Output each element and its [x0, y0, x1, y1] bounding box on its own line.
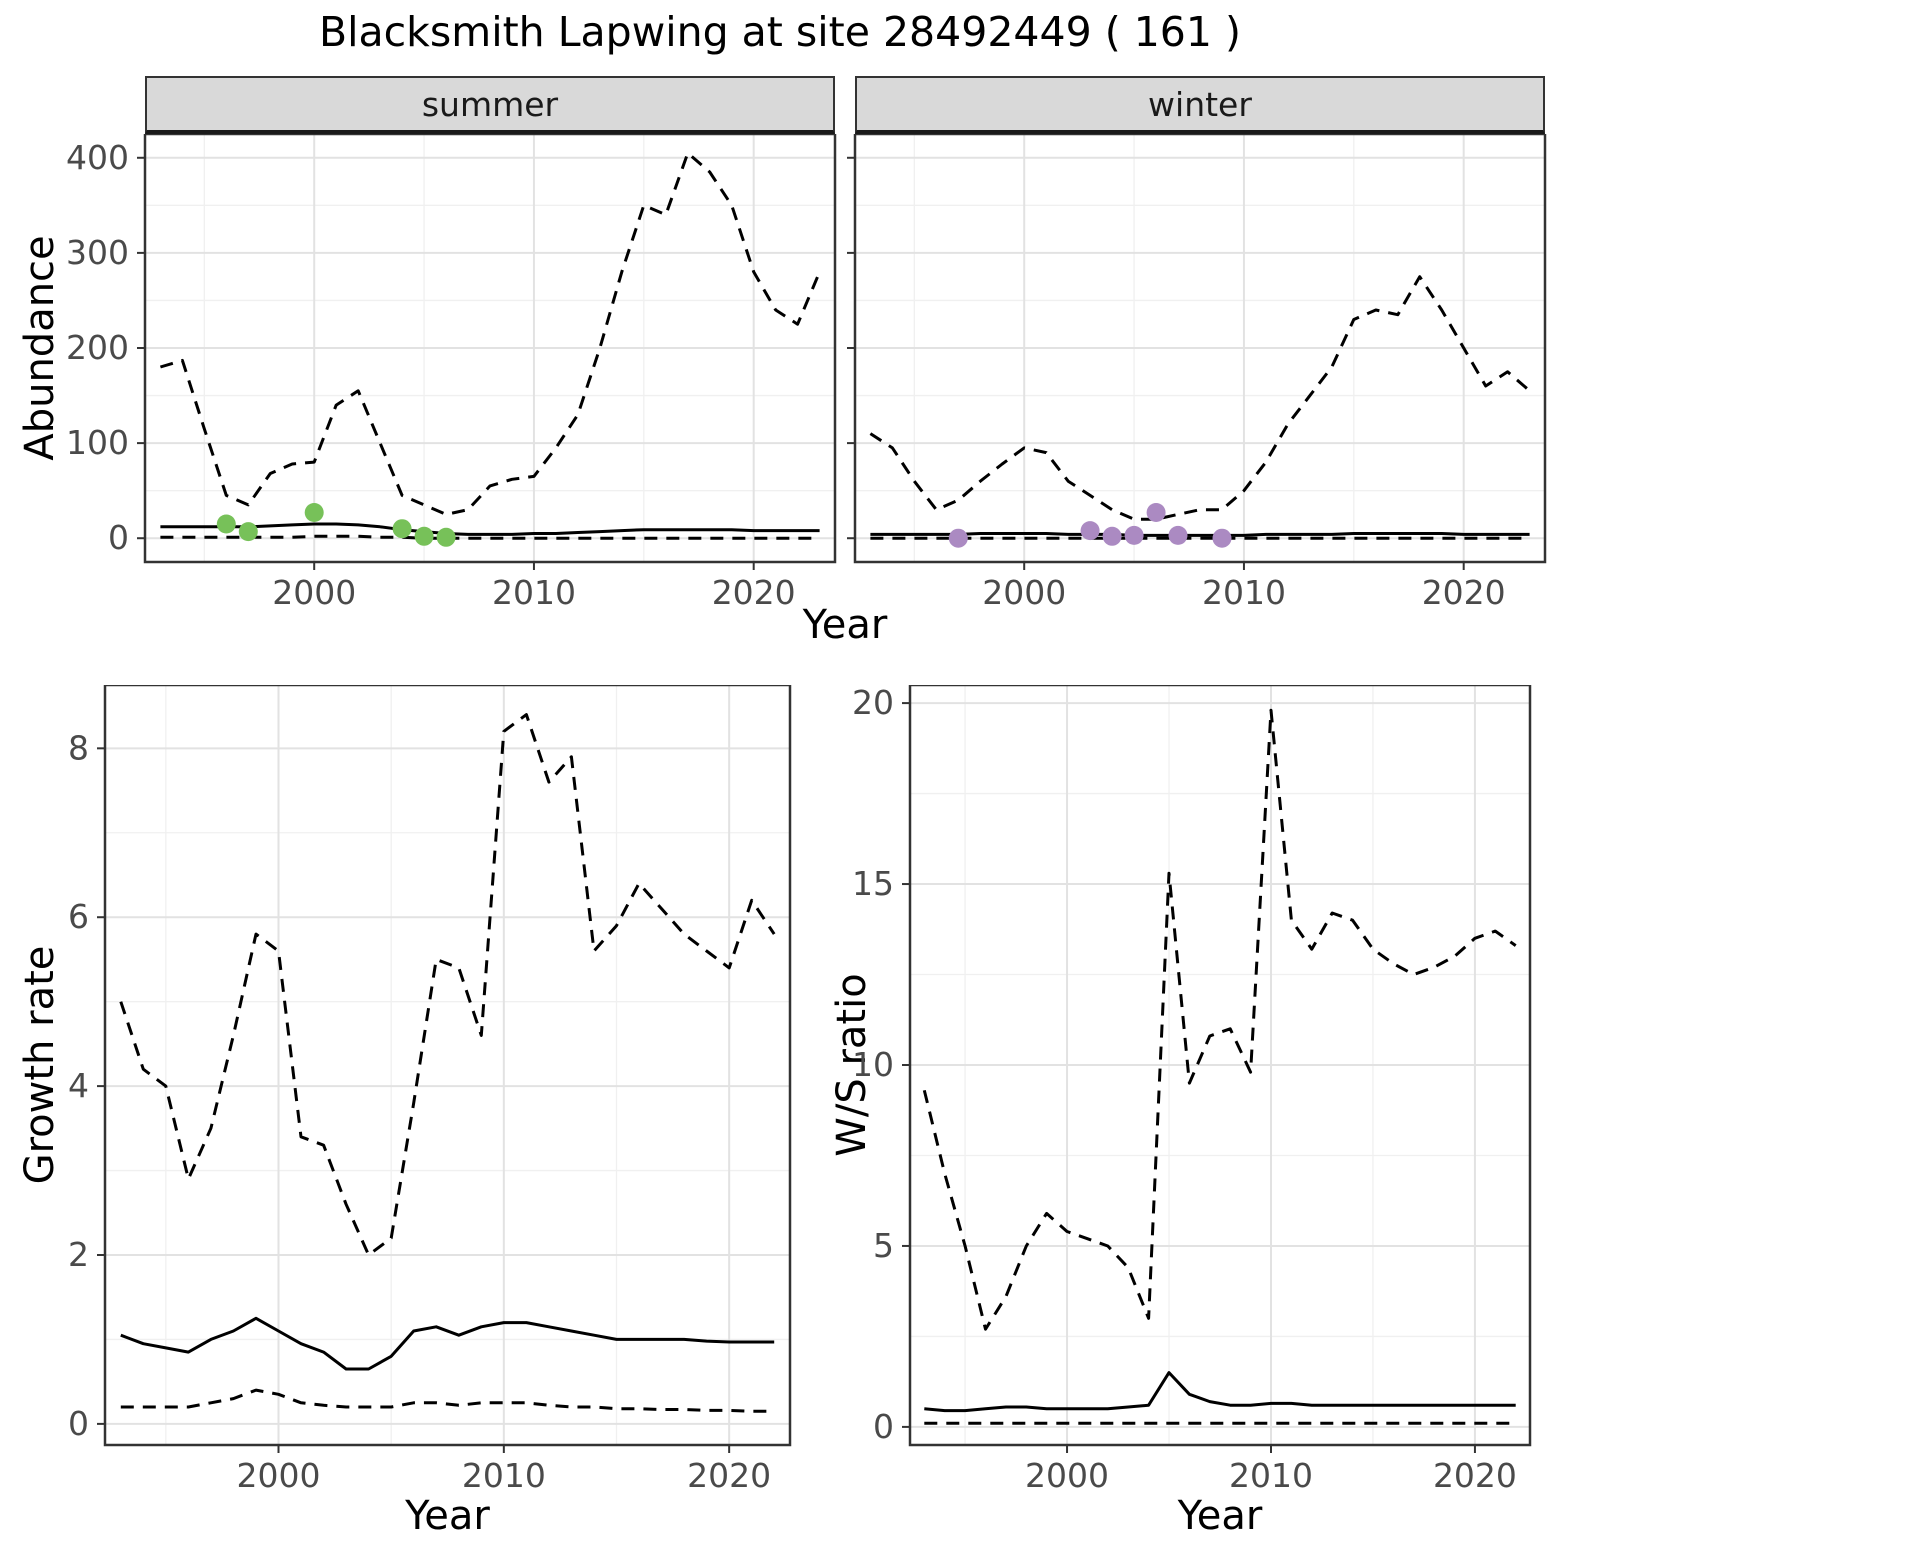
facet-strip-summer: summer [145, 76, 835, 134]
x-tick-label: 2020 [687, 1456, 771, 1495]
abundance-winter-upper-ci-line [869, 275, 1531, 521]
winter-observations [1124, 525, 1144, 545]
x-tick-label: 2010 [492, 573, 576, 612]
y-tick-label: 200 [66, 328, 129, 367]
summer-observations [238, 522, 258, 542]
y-tick-label: 6 [68, 897, 89, 936]
x-tick-label: 2010 [1202, 573, 1286, 612]
y-tick-label: 15 [852, 864, 894, 903]
ws-ratio-panel: 2000 2010 2020 0 5 10 15 20 [852, 685, 1532, 1495]
facet-strip-winter: winter [855, 76, 1545, 134]
abundance-winter-median-line [870, 532, 1530, 537]
x-tick-label: 2010 [1229, 1456, 1313, 1495]
winter-observations [1146, 503, 1166, 522]
y-tick-label: 0 [873, 1407, 894, 1446]
abundance-summer-upper-ci-line [159, 151, 821, 516]
abundance-summer-median-line [160, 522, 820, 536]
summer-observations [414, 526, 434, 546]
top-x-axis-label: Year [802, 602, 888, 648]
x-tick-label: 2020 [1422, 573, 1506, 612]
growth-rate-panel-bg [105, 685, 790, 1445]
ws-ratio-x-axis-label: Year [1177, 1493, 1263, 1539]
y-tick-label: 100 [66, 423, 129, 462]
abundance-summer-panel: 2000 2010 2020 0 100 200 300 400 [66, 134, 837, 612]
y-tick-label: 300 [66, 233, 129, 272]
facet-strip-winter-label: winter [1148, 84, 1252, 124]
growth-rate-upper-ci-line [119, 713, 776, 1257]
winter-observations [1212, 528, 1232, 548]
growth-rate-lower-ci-line [120, 1388, 775, 1413]
growth-rate-panel-border [103, 685, 792, 1447]
y-tick-label: 4 [68, 1066, 89, 1105]
plot-title: Blacksmith Lapwing at site 28492449 ( 16… [318, 8, 1242, 56]
x-tick-label: 2010 [462, 1456, 546, 1495]
x-tick-label: 2000 [272, 573, 356, 612]
ws-ratio-median-line [924, 1371, 1516, 1413]
ws-ratio-upper-ci-line [922, 708, 1517, 1331]
x-tick-label: 2000 [237, 1456, 321, 1495]
x-tick-label: 2020 [712, 573, 796, 612]
growth-rate-x-axis-label: Year [405, 1493, 490, 1539]
abundance-winter-panel: 2000 2010 2020 [847, 134, 1547, 612]
y-tick-label: 20 [852, 685, 894, 722]
x-tick-label: 2000 [982, 573, 1066, 612]
y-tick-label: 0 [108, 518, 129, 557]
x-tick-label: 2000 [1025, 1456, 1109, 1495]
summer-observations [304, 503, 324, 522]
y-tick-label: 400 [66, 138, 129, 177]
winter-observations [1102, 526, 1122, 546]
growth-rate-panel: 2000 2010 2020 0 2 4 6 8 [68, 685, 792, 1495]
winter-observations [1080, 521, 1100, 541]
y-tick-label: 8 [68, 728, 89, 767]
facet-strip-summer-label: summer [421, 84, 559, 124]
summer-observations [436, 527, 456, 547]
y-tick-label: 10 [852, 1045, 894, 1084]
winter-observations [948, 528, 968, 548]
winter-observations [1168, 525, 1188, 545]
summer-observations [216, 514, 236, 534]
y-tick-label: 5 [873, 1226, 894, 1265]
growth-rate-median-line [120, 1316, 775, 1371]
y-tick-label: 0 [68, 1404, 89, 1443]
x-tick-label: 2020 [1433, 1456, 1517, 1495]
y-tick-label: 2 [68, 1235, 89, 1274]
summer-observations [392, 519, 412, 539]
